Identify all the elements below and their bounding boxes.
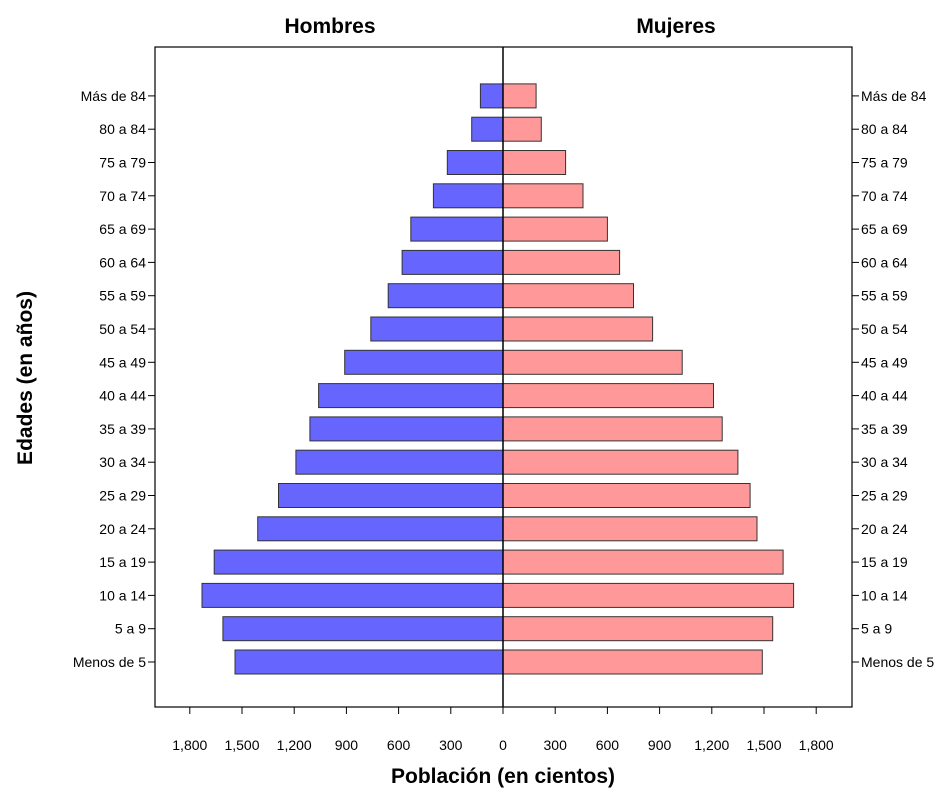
bar-hombres-10-a-14 [201, 582, 504, 608]
y-axis-title: Edades (en años) [14, 291, 37, 465]
hombres-panel-header: Hombres [284, 15, 375, 38]
bar-mujeres-30-a-34 [502, 449, 739, 475]
bar-mujeres-40-a-44 [502, 383, 714, 409]
bar-mujeres-45-a-49 [502, 349, 683, 375]
x-tick-label-1: 1,500 [224, 737, 259, 753]
y-tick-label-left-menos-de-5: Menos de 5 [73, 654, 146, 670]
bar-hombres-menos-de-5 [234, 649, 504, 675]
y-tick-label-right-35-a-39: 35 a 39 [861, 421, 908, 437]
x-axis-title: Población (en cientos) [391, 765, 615, 788]
mujeres-panel-header: Mujeres [636, 15, 715, 38]
y-tick-label-right-60-a-64: 60 a 64 [861, 254, 908, 270]
y-tick-label-left-30-a-34: 30 a 34 [99, 454, 146, 470]
y-tick-label-left-75-a-79: 75 a 79 [99, 155, 146, 171]
bar-hombres-30-a-34 [295, 449, 504, 475]
bar-mujeres-5-a-9 [502, 616, 774, 642]
y-tick-label-right-80-a-84: 80 a 84 [861, 121, 908, 137]
y-tick-label-right-5-a-9: 5 a 9 [861, 621, 892, 637]
y-tick-label-right-10-a-14: 10 a 14 [861, 587, 908, 603]
bar-mujeres-60-a-64 [502, 249, 621, 275]
bar-hombres-15-a-19 [213, 549, 504, 575]
bar-mujeres-mas-de-84 [502, 83, 537, 109]
bar-mujeres-80-a-84 [502, 116, 542, 142]
x-tick-label-5: 300 [439, 737, 463, 753]
y-ticks-group: Menos de 5 Menos de 5 5 a 9 5 a 9 10 a 14 10 … [73, 88, 935, 670]
bar-mujeres-menos-de-5 [502, 649, 763, 675]
bar-hombres-50-a-54 [370, 316, 504, 342]
bar-hombres-70-a-74 [432, 183, 504, 209]
y-tick-label-right-40-a-44: 40 a 44 [861, 388, 908, 404]
bar-hombres-55-a-59 [387, 283, 504, 309]
y-tick-label-left-55-a-59: 55 a 59 [99, 288, 146, 304]
y-tick-label-left-40-a-44: 40 a 44 [99, 388, 146, 404]
bar-mujeres-35-a-39 [502, 416, 723, 442]
bar-mujeres-15-a-19 [502, 549, 784, 575]
x-tick-label-9: 900 [648, 737, 672, 753]
bar-hombres-mas-de-84 [479, 83, 504, 109]
y-tick-label-left-50-a-54: 50 a 54 [99, 321, 146, 337]
y-tick-label-left-25-a-29: 25 a 29 [99, 488, 146, 504]
bar-mujeres-55-a-59 [502, 283, 634, 309]
y-tick-label-right-45-a-49: 45 a 49 [861, 354, 908, 370]
y-tick-label-left-35-a-39: 35 a 39 [99, 421, 146, 437]
y-tick-label-left-mas-de-84: Más de 84 [81, 88, 147, 104]
x-tick-label-7: 300 [544, 737, 568, 753]
bar-hombres-80-a-84 [471, 116, 504, 142]
y-tick-label-right-55-a-59: 55 a 59 [861, 288, 908, 304]
x-tick-label-11: 1,500 [746, 737, 781, 753]
bar-mujeres-10-a-14 [502, 582, 795, 608]
y-tick-label-right-75-a-79: 75 a 79 [861, 155, 908, 171]
x-tick-label-3: 900 [335, 737, 359, 753]
x-tick-label-6: 0 [499, 737, 507, 753]
y-tick-label-right-25-a-29: 25 a 29 [861, 488, 908, 504]
x-tick-label-4: 600 [387, 737, 411, 753]
y-tick-label-left-10-a-14: 10 a 14 [99, 587, 146, 603]
y-tick-label-right-65-a-69: 65 a 69 [861, 221, 908, 237]
x-ticks-group: 1,800 1,500 1,200 900 600 300 0 300 600 900 1,200 1… [172, 707, 834, 753]
y-tick-label-left-60-a-64: 60 a 64 [99, 254, 146, 270]
x-tick-label-10: 1,200 [694, 737, 729, 753]
x-tick-label-0: 1,800 [172, 737, 207, 753]
bar-hombres-35-a-39 [309, 416, 504, 442]
bar-mujeres-50-a-54 [502, 316, 654, 342]
y-tick-label-left-70-a-74: 70 a 74 [99, 188, 146, 204]
bar-hombres-20-a-24 [257, 516, 504, 542]
y-tick-label-right-menos-de-5: Menos de 5 [861, 654, 934, 670]
x-tick-label-2: 1,200 [277, 737, 312, 753]
bar-mujeres-75-a-79 [502, 150, 567, 175]
x-tick-label-12: 1,800 [799, 737, 834, 753]
y-tick-label-right-70-a-74: 70 a 74 [861, 188, 908, 204]
y-tick-label-left-45-a-49: 45 a 49 [99, 354, 146, 370]
bar-hombres-40-a-44 [318, 383, 504, 409]
bar-hombres-25-a-29 [278, 483, 504, 508]
bar-mujeres-25-a-29 [502, 483, 751, 508]
bar-mujeres-20-a-24 [502, 516, 758, 542]
y-tick-label-right-30-a-34: 30 a 34 [861, 454, 908, 470]
bar-hombres-5-a-9 [222, 616, 504, 642]
y-tick-label-left-15-a-19: 15 a 19 [99, 554, 146, 570]
bar-hombres-65-a-69 [410, 216, 504, 242]
y-tick-label-left-65-a-69: 65 a 69 [99, 221, 146, 237]
bar-hombres-60-a-64 [401, 249, 504, 275]
bar-hombres-75-a-79 [446, 150, 504, 175]
y-tick-label-left-80-a-84: 80 a 84 [99, 121, 146, 137]
y-tick-label-left-20-a-24: 20 a 24 [99, 521, 146, 537]
y-tick-label-right-mas-de-84: Más de 84 [861, 88, 927, 104]
bar-mujeres-65-a-69 [502, 216, 608, 242]
y-tick-label-right-15-a-19: 15 a 19 [861, 554, 908, 570]
y-tick-label-right-20-a-24: 20 a 24 [861, 521, 908, 537]
bar-hombres-45-a-49 [344, 349, 504, 375]
y-tick-label-right-50-a-54: 50 a 54 [861, 321, 908, 337]
y-tick-label-left-5-a-9: 5 a 9 [115, 621, 146, 637]
x-tick-label-8: 600 [596, 737, 620, 753]
bar-mujeres-70-a-74 [502, 183, 584, 209]
